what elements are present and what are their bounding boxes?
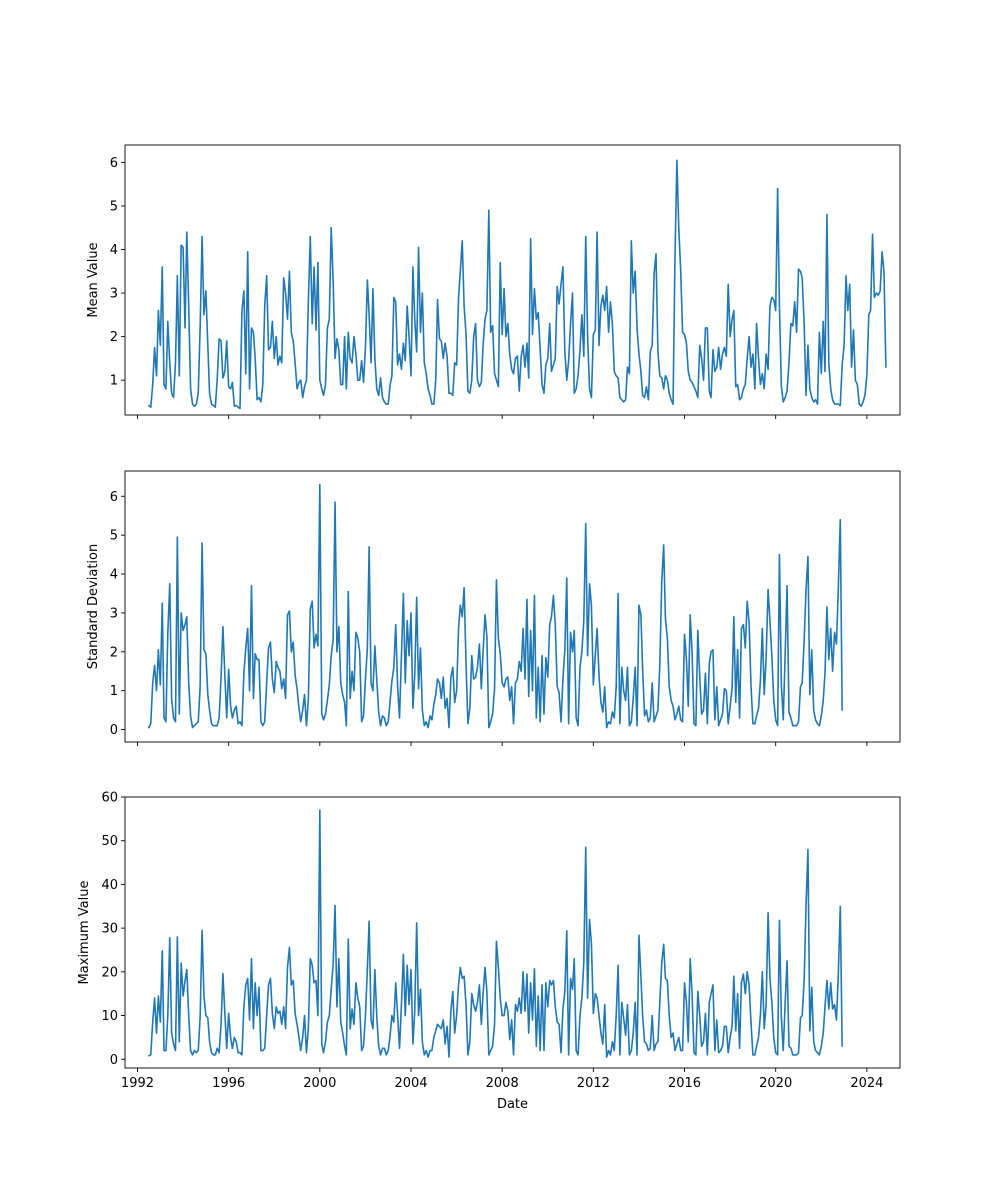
maximum-value-panel: 0 10 20 30 40 50 60 1992 1996 2000 2004 2008 2012 201… [77, 791, 901, 1112]
maximum-value-ytick-label: 30 [101, 922, 118, 937]
maximum-value-xtick-label: 1992 [121, 1076, 154, 1091]
mean-value-ytick-label: 5 [110, 199, 118, 214]
mean-value-ytick-label: 2 [110, 330, 118, 345]
maximum-value-ytick-label: 0 [110, 1053, 118, 1068]
mean-value-ytick-label: 6 [110, 156, 118, 171]
maximum-value-xtick-label: 2020 [759, 1076, 792, 1091]
standard-deviation-axes-frame [124, 470, 901, 743]
mean-value-ytick-label: 4 [110, 243, 118, 258]
maximum-value-axes-frame [124, 796, 901, 1069]
standard-deviation-ytick-label: 5 [110, 529, 118, 544]
maximum-value-xlabel: Date [497, 1097, 528, 1112]
maximum-value-ytick-label: 20 [101, 965, 118, 980]
maximum-value-xtick-label: 2004 [394, 1076, 427, 1091]
mean-value-ytick-label: 1 [110, 374, 118, 389]
mean-value-ytick-label: 3 [110, 287, 118, 302]
mean-value-panel: 1 2 3 4 5 6 Mean Value [86, 144, 901, 419]
maximum-value-xtick-label: 2024 [850, 1076, 883, 1091]
maximum-value-series-line [148, 809, 843, 1058]
standard-deviation-series-line [148, 483, 843, 729]
maximum-value-ytick-label: 40 [101, 878, 118, 893]
standard-deviation-ytick-label: 1 [110, 684, 118, 699]
maximum-value-xtick-label: 1996 [212, 1076, 245, 1091]
maximum-value-xtick-label: 2012 [577, 1076, 610, 1091]
standard-deviation-ytick-label: 2 [110, 645, 118, 660]
maximum-value-ytick-label: 60 [101, 791, 118, 806]
maximum-value-ytick-label: 50 [101, 834, 118, 849]
mean-value-series-line [148, 159, 887, 410]
maximum-value-ylabel: Maximum Value [77, 881, 92, 985]
maximum-value-ytick-label: 10 [101, 1009, 118, 1024]
standard-deviation-ytick-label: 3 [110, 606, 118, 621]
maximum-value-xtick-label: 2008 [486, 1076, 519, 1091]
standard-deviation-ytick-label: 0 [110, 723, 118, 738]
standard-deviation-ylabel: Standard Deviation [86, 544, 101, 669]
maximum-value-xtick-label: 2016 [668, 1076, 701, 1091]
standard-deviation-panel: 0 1 2 3 4 5 6 Standard Deviation [86, 470, 901, 746]
maximum-value-xtick-label: 2000 [303, 1076, 336, 1091]
standard-deviation-ytick-label: 4 [110, 568, 118, 583]
mean-value-axes-frame [124, 144, 901, 416]
standard-deviation-ytick-label: 6 [110, 490, 118, 505]
mean-value-ylabel: Mean Value [86, 242, 101, 317]
